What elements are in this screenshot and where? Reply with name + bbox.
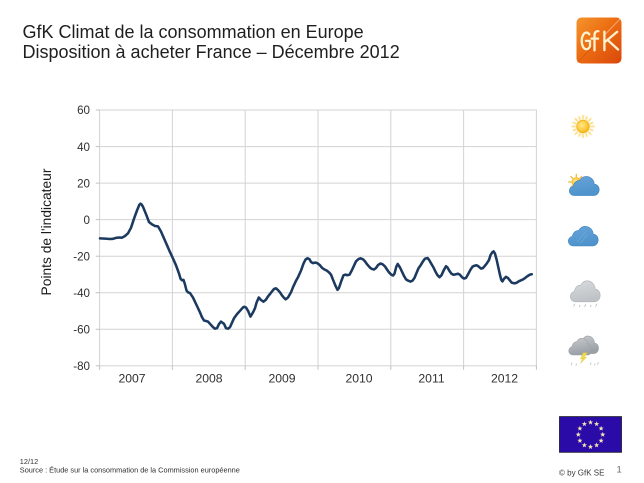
svg-text:-60: -60 <box>73 324 90 337</box>
svg-text:2007: 2007 <box>118 372 145 386</box>
svg-text:40: 40 <box>77 141 90 154</box>
svg-text:20: 20 <box>77 177 90 190</box>
svg-text:Points de l'indicateur: Points de l'indicateur <box>39 168 54 295</box>
svg-text:2008: 2008 <box>195 372 222 386</box>
svg-text:2011: 2011 <box>418 372 444 386</box>
svg-text:2012: 2012 <box>491 372 518 386</box>
svg-text:-80: -80 <box>73 360 90 373</box>
svg-text:60: 60 <box>77 104 90 117</box>
svg-text:12/12: 12/12 <box>20 457 38 466</box>
svg-text:-40: -40 <box>73 287 90 300</box>
svg-text:2010: 2010 <box>345 372 372 386</box>
svg-text:© by GfK SE: © by GfK SE <box>559 469 604 478</box>
svg-text:Source : Étude sur la consomma: Source : Étude sur la consommation de la… <box>20 466 240 475</box>
svg-text:-20: -20 <box>73 250 90 263</box>
svg-text:1: 1 <box>617 465 622 476</box>
svg-text:0: 0 <box>84 214 90 227</box>
svg-text:2009: 2009 <box>268 372 295 386</box>
